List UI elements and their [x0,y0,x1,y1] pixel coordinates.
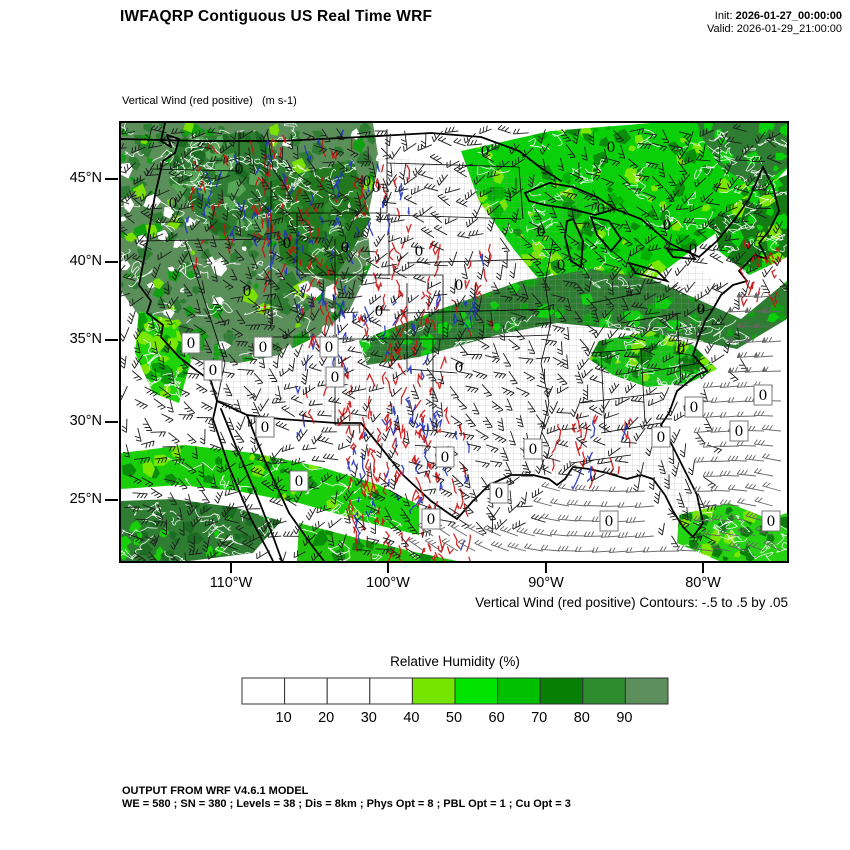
contour-zero-label: 0 [697,302,706,318]
lon-tick-label: 90°W [528,575,564,591]
contour-zero-label: 0 [663,218,672,234]
contour-zero-label: 0 [605,514,614,530]
init-time: Init: 2026-01-27_00:00:00 [707,10,842,23]
contour-zero-label: 0 [557,258,566,274]
valid-label: Valid: [707,23,734,35]
lon-tick-mark [702,561,704,573]
contour-zero-label: 0 [363,174,372,190]
contour-zero-label: 0 [767,514,776,530]
contour-zero-label: 0 [677,342,686,358]
lat-tick-mark [105,178,118,180]
contour-zero-label: 0 [495,486,504,502]
contour-zero-label: 0 [259,340,268,356]
colorbar-tick-label: 60 [488,710,505,726]
model-footer: OUTPUT FROM WRF V4.6.1 MODEL WE = 580 ; … [122,785,571,811]
contour-zero-label: 0 [341,240,350,256]
contour-zero-label: 0 [372,180,381,196]
contour-zero-label: 0 [690,400,699,416]
lat-tick-label: 45°N [69,170,102,186]
lon-tick-mark [230,561,232,573]
contour-zero-label: 0 [235,162,244,178]
colorbar-cell [369,677,413,705]
contour-zero-label: 0 [325,340,334,356]
colorbar-tick-label: 20 [318,710,335,726]
footer-line-config: WE = 580 ; SN = 380 ; Levels = 38 ; Dis … [122,798,571,810]
legend-line-vertical-wind: Vertical Wind (red positive) (m s-1) [122,95,297,107]
contour-zero-label: 0 [295,474,304,490]
colorbar-cell [284,677,328,705]
lat-tick-mark [105,499,118,501]
init-value: 2026-01-27_00:00:00 [735,10,842,22]
colorbar-cells [241,677,669,705]
colorbar-tick-label: 40 [403,710,420,726]
colorbar-cell [241,677,286,705]
contour-zero-label: 0 [481,144,490,160]
lat-tick-label: 35°N [69,331,102,347]
colorbar-tick-label: 50 [445,710,463,726]
page-title: IWFAQRP Contiguous US Real Time WRF [120,8,433,25]
valid-value: 2026-01-29_21:00:00 [736,23,842,35]
lat-tick-mark [105,339,118,341]
contour-zero-label: 0 [169,196,178,212]
colorbar-cell [582,677,626,705]
colorbar-cell [497,677,541,705]
lat-tick-mark [105,421,118,423]
colorbar-title: Relative Humidity (%) [390,654,520,669]
contour-zero-label: 0 [657,430,666,446]
footer-line-model: OUTPUT FROM WRF V4.6.1 MODEL [122,785,309,797]
contour-caption: Vertical Wind (red positive) Contours: -… [475,595,788,610]
colorbar-cell [326,677,371,705]
contour-zero-label: 0 [689,242,698,258]
contour-zero-label: 0 [209,363,218,379]
colorbar-cell [411,677,456,705]
contour-zero-label: 0 [283,236,292,252]
contour-zero-label: 0 [735,424,744,440]
contour-zero-label: 0 [261,420,270,436]
lon-tick-label: 100°W [366,575,410,591]
colorbar-tick-label: 90 [616,710,633,726]
contour-zero-label: 0 [415,244,424,260]
contour-zero-label: 0 [243,284,252,300]
contour-zero-label: 0 [331,370,340,386]
lat-tick-label: 30°N [69,413,102,429]
colorbar-tick-label: 80 [573,710,590,726]
lon-tick-mark [387,561,389,573]
colorbar-tick-label: 70 [531,710,548,726]
contour-zero-label: 0 [427,512,436,528]
contour-zero-label: 0 [441,450,450,466]
lat-tick-label: 25°N [69,491,102,507]
contour-zero-label: 0 [537,224,546,240]
contour-zero-label: 0 [759,388,768,404]
contour-zero-label: 0 [187,336,196,352]
lat-tick-label: 40°N [69,253,102,269]
contour-zero-label: 0 [529,442,538,458]
init-label: Init: [714,10,733,22]
colorbar-cell [624,677,669,705]
contour-zero-label: 0 [597,202,606,218]
colorbar-cell [539,677,584,705]
lon-tick-mark [545,561,547,573]
lat-tick-mark [105,261,118,263]
colorbar-tick-label: 30 [360,710,377,726]
contour-zero-label: 0 [455,360,464,376]
valid-time: Valid: 2026-01-29_21:00:00 [707,23,842,36]
colorbar-tick-label: 10 [275,710,292,726]
lon-tick-label: 80°W [685,575,721,591]
lon-tick-label: 110°W [209,575,253,591]
contour-zero-label: 0 [455,278,464,294]
colorbar-cell [454,677,499,705]
contour-zero-label: 0 [375,304,384,320]
contour-zero-label: 0 [607,140,616,156]
model-timestamps: Init: 2026-01-27_00:00:00 Valid: 2026-01… [707,10,842,36]
